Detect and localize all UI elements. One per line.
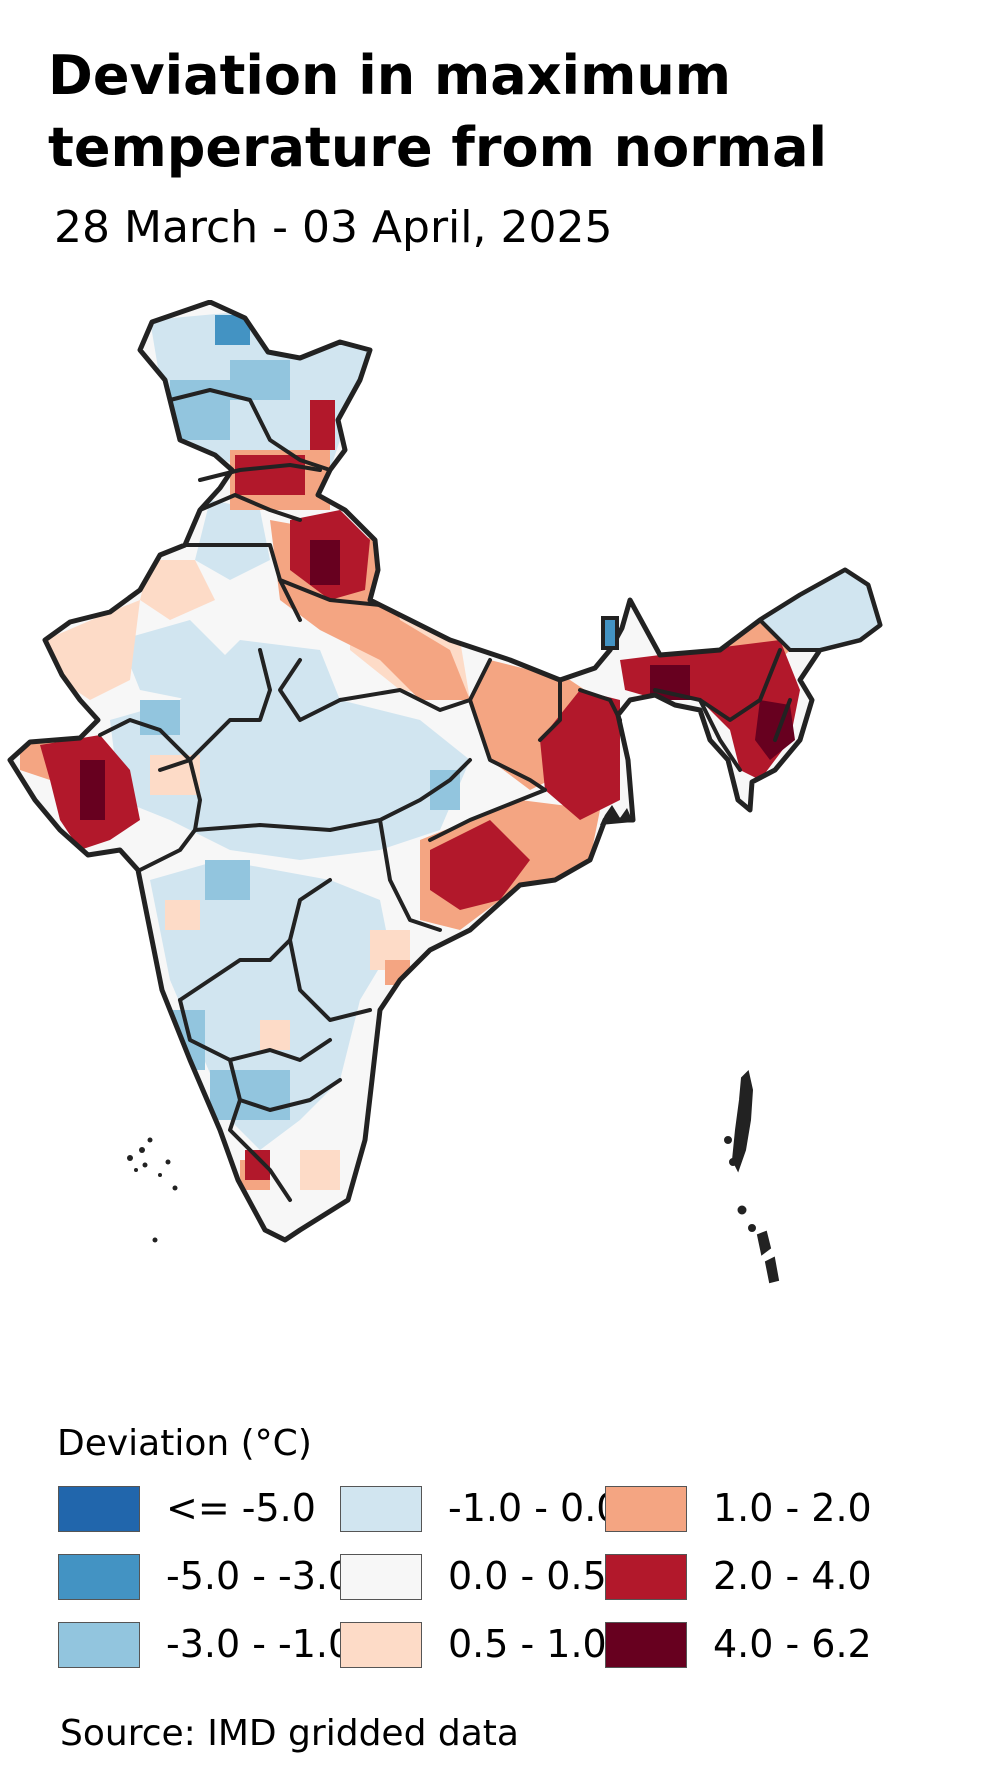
legend-label: 4.0 - 6.2 [713,1622,872,1666]
source-note: Source: IMD gridded data [60,1713,519,1754]
legend-swatch [58,1554,140,1600]
india-temperature-map [0,300,1003,1284]
legend-swatch [58,1486,140,1532]
legend-swatch [58,1622,140,1668]
legend-label: -5.0 - -3.0 [166,1554,353,1598]
legend-label: <= -5.0 [166,1486,316,1530]
legend-label: 2.0 - 4.0 [713,1554,872,1598]
legend-swatch [340,1486,422,1532]
legend-swatch [605,1554,687,1600]
legend-swatch [605,1622,687,1668]
legend-label: -1.0 - 0.0 [448,1486,621,1530]
legend-swatch [340,1622,422,1668]
legend-swatch [340,1554,422,1600]
legend-swatch [605,1486,687,1532]
legend-label: 0.5 - 1.0 [448,1622,607,1666]
legend-label: 0.0 - 0.5 [448,1554,607,1598]
legend-label: -3.0 - -1.0 [166,1622,353,1666]
legend-label: 1.0 - 2.0 [713,1486,872,1530]
legend: <= -5.0 -5.0 - -3.0 -3.0 - -1.0 -1.0 - 0… [58,1486,958,1726]
map-title: Deviation in maximum temperature from no… [48,44,828,179]
map-subtitle: 28 March - 03 April, 2025 [54,202,613,253]
legend-title: Deviation (°C) [57,1423,312,1464]
